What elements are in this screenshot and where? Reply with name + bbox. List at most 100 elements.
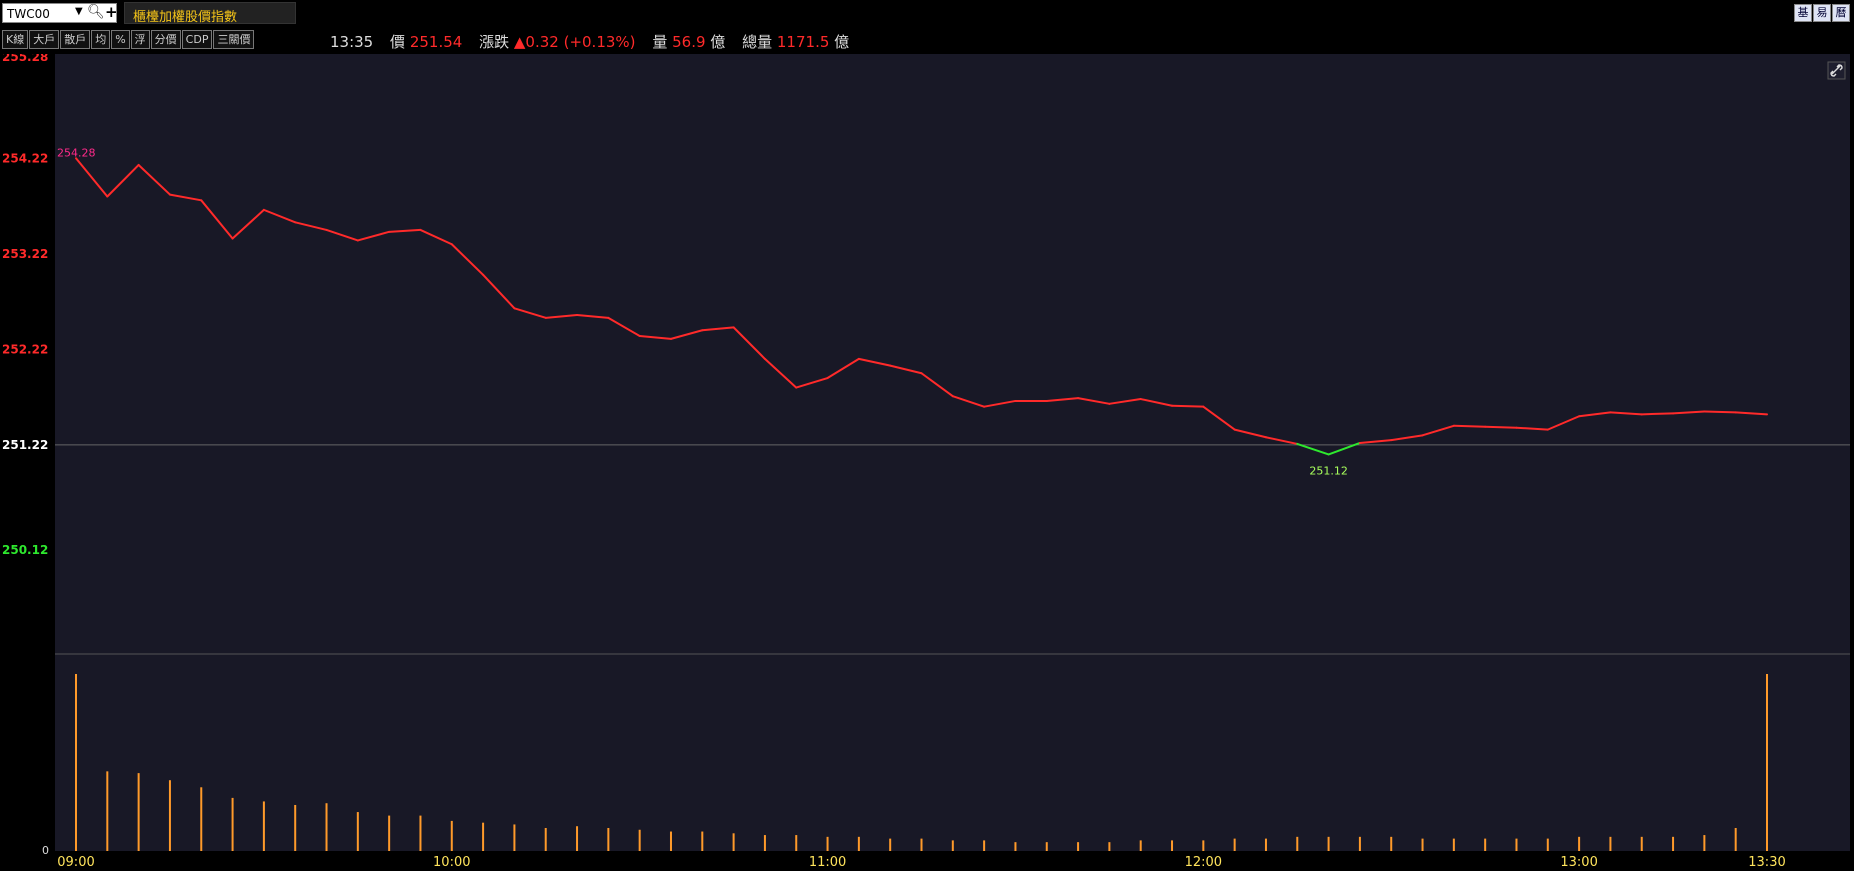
price-segment-21: [732, 326, 766, 360]
price-line: [75, 157, 1768, 456]
price-distribution-button[interactable]: 分價: [150, 30, 181, 49]
y-tick-label-0: 255.28: [2, 54, 48, 64]
price-segment-6: [262, 208, 297, 224]
chevron-down-icon[interactable]: ▼: [75, 6, 83, 17]
percent-button[interactable]: %: [111, 30, 130, 49]
volume-bar-25: [857, 836, 860, 851]
volume-zero-label: 0: [42, 844, 49, 857]
cdp-button[interactable]: CDP: [181, 30, 213, 49]
volume-bar-29: [983, 840, 986, 851]
volume-bar-37: [1233, 838, 1236, 851]
price-segment-13: [482, 273, 516, 310]
average-button[interactable]: 均: [91, 30, 111, 49]
volume-bar-32: [1077, 842, 1080, 851]
y-tick-label-3: 252.22: [2, 342, 48, 356]
price-segment-48: [1578, 411, 1612, 418]
volume-bar-50: [1640, 836, 1643, 851]
price-segment-19: [669, 329, 704, 340]
volume-bar-28: [951, 840, 954, 851]
x-tick-label-2: 11:00: [809, 855, 846, 870]
price-segment-17: [607, 316, 641, 337]
kline-button[interactable]: K線: [2, 30, 29, 49]
price-segment-5: [231, 208, 265, 240]
total-volume-value: 1171.5: [776, 33, 830, 51]
big-trader-button[interactable]: 大戶: [29, 30, 60, 49]
symbol-selector[interactable]: TWC00 ▼ 🔍︎ +: [2, 3, 118, 23]
price-segment-31: [1045, 397, 1080, 402]
high-label: 254.28: [57, 147, 96, 160]
volume-bar-45: [1484, 838, 1487, 851]
price-segment-24: [826, 357, 860, 380]
volume-bar-13: [482, 822, 485, 851]
total-volume-unit: 億: [834, 33, 850, 51]
link-icon[interactable]: [1827, 61, 1846, 80]
price-segment-28: [951, 395, 986, 408]
price-segment-46: [1515, 426, 1549, 431]
index-title-tab[interactable]: 櫃檯加權股價指數: [124, 2, 296, 25]
price-segment-14: [513, 307, 547, 319]
low-label: 251.12: [1309, 464, 1348, 477]
y-tick-label-5: 250.12: [2, 543, 48, 557]
retail-button[interactable]: 散戶: [60, 30, 91, 49]
volume-bar-9: [356, 812, 359, 851]
volume-bar-18: [638, 829, 641, 851]
volume-label: 量: [652, 33, 668, 51]
volume-bar-4: [200, 787, 203, 851]
intraday-chart[interactable]: 255.28 254.22 253.22 252.22 251.22 250.12 0 0…: [0, 54, 1854, 871]
chart-plot-background: [55, 54, 1850, 851]
price-segment-45: [1484, 425, 1518, 429]
price-segment-20: [701, 326, 735, 332]
symbol-input[interactable]: TWC00: [7, 7, 50, 21]
price-segment-47: [1546, 415, 1581, 431]
price-segment-12: [450, 243, 485, 276]
volume-bar-5: [231, 797, 234, 851]
volume-unit: 億: [710, 33, 726, 51]
volume-bar-38: [1264, 838, 1267, 851]
x-tick-label-0: 09:00: [57, 855, 94, 870]
volume-bar-54: [1766, 674, 1768, 851]
price-segment-25: [857, 357, 892, 367]
price-segment-27: [920, 372, 954, 398]
price-segment-42: [1390, 434, 1424, 442]
volume-bar-17: [607, 827, 610, 851]
volume-bar-44: [1452, 838, 1455, 851]
volume-bars: 0: [42, 674, 1768, 857]
calendar-button[interactable]: 曆: [1832, 4, 1850, 22]
price-segment-0: [75, 157, 109, 198]
price-segment-33: [1108, 398, 1142, 405]
price-segment-15: [544, 313, 579, 319]
fundamental-button[interactable]: 基: [1794, 4, 1812, 22]
volume-bar-48: [1578, 836, 1581, 851]
y-tick-label-1: 254.22: [2, 151, 48, 165]
volume-bar-52: [1703, 835, 1706, 851]
price-segment-8: [325, 228, 359, 242]
price-segment-49: [1609, 411, 1643, 416]
volume-bar-35: [1171, 840, 1174, 851]
price-segment-29: [983, 399, 1017, 408]
volume-bar-39: [1296, 836, 1299, 851]
x-axis: 09:00 10:00 11:00 12:00 13:00 13:30: [57, 855, 1785, 870]
y-axis: 255.28 254.22 253.22 252.22 251.22 250.12: [2, 54, 48, 557]
volume-bar-3: [168, 780, 171, 851]
volume-bar-49: [1609, 836, 1612, 851]
right-buttons: 基 易 曆: [1794, 4, 1850, 22]
volume-bar-7: [294, 804, 297, 851]
three-level-price-button[interactable]: 三關價: [213, 30, 255, 49]
price-segment-32: [1077, 397, 1111, 405]
volume-bar-41: [1358, 836, 1361, 851]
search-icon[interactable]: 🔍︎: [87, 4, 105, 20]
price-segment-1: [106, 163, 140, 198]
volume-bar-42: [1390, 836, 1393, 851]
easy-button[interactable]: 易: [1813, 4, 1831, 22]
volume-bar-33: [1108, 842, 1111, 851]
price-segment-38: [1264, 436, 1299, 445]
plus-icon[interactable]: +: [105, 3, 118, 21]
price-segment-51: [1672, 410, 1706, 415]
price-segment-7: [294, 221, 328, 231]
price-segment-36: [1202, 405, 1236, 431]
price-segment-43: [1421, 424, 1455, 437]
volume-bar-43: [1421, 838, 1424, 851]
volume-bar-2: [137, 773, 140, 851]
price-segment-35: [1171, 404, 1205, 408]
float-button[interactable]: 浮: [130, 30, 150, 49]
